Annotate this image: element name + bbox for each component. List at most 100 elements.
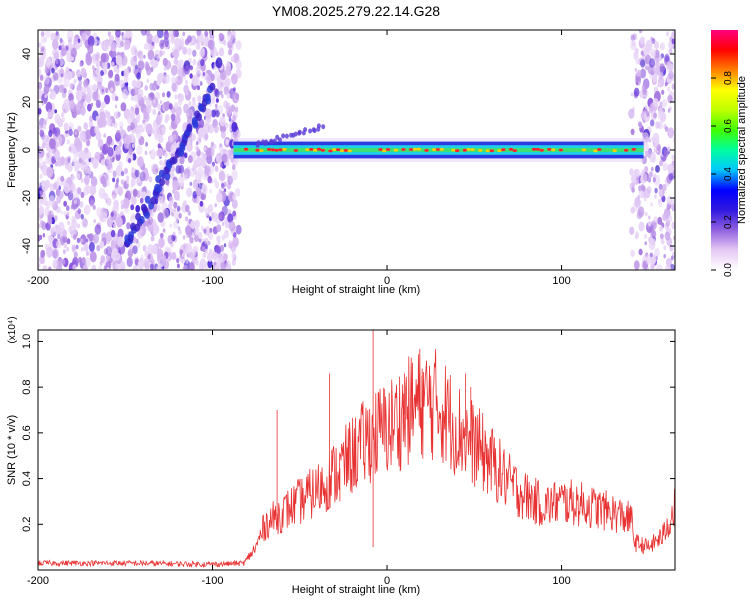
noise-blob (54, 114, 61, 124)
hot-spot (393, 148, 398, 152)
noise-blob (69, 83, 74, 90)
noise-blob (650, 48, 656, 59)
colorbar-ticks: 0.0 0.2 0.4 0.6 0.8 (711, 71, 734, 277)
noise-blob (164, 40, 169, 48)
noise-blob (73, 251, 78, 259)
noise-blob (149, 149, 156, 160)
noise-blob (671, 83, 675, 90)
noise-blob (649, 252, 653, 258)
noise-blob (182, 46, 188, 55)
noise-blob (130, 215, 134, 220)
noise-blob (653, 216, 658, 223)
noise-blob (38, 263, 41, 269)
noise-blob (72, 264, 77, 270)
noise-blob (61, 47, 67, 57)
noise-blob (629, 168, 634, 176)
noise-blob (50, 210, 54, 216)
noise-blob (175, 106, 182, 117)
noise-blob (192, 163, 197, 171)
noise-blob (80, 106, 87, 117)
noise-blob (188, 262, 195, 270)
noise-blob (137, 156, 144, 168)
noise-blob (60, 175, 65, 182)
noise-blob (55, 59, 59, 65)
x-tick-label: 0 (384, 275, 390, 287)
noise-blob (40, 249, 46, 258)
noise-blob (130, 189, 133, 194)
noise-blob (69, 189, 73, 195)
noise-blob (666, 236, 673, 247)
hot-spot (424, 149, 429, 152)
noise-blob (668, 172, 674, 181)
noise-blob (106, 135, 113, 145)
noise-blob (115, 30, 121, 38)
noise-blob (44, 66, 49, 74)
noise-blob (135, 79, 142, 89)
noise-blob (648, 215, 651, 220)
hot-spot (332, 148, 337, 152)
chirp-blob (164, 172, 171, 181)
noise-blob (662, 212, 668, 222)
noise-blob (75, 140, 83, 152)
noise-blob (219, 90, 223, 96)
y-tick-label: 40 (21, 48, 33, 60)
hot-spot (551, 148, 556, 152)
noise-blob (194, 219, 200, 228)
noise-blob (133, 87, 139, 96)
noise-blob (224, 123, 228, 128)
noise-blob (649, 58, 656, 68)
noise-blob (672, 137, 675, 144)
noise-blob (213, 143, 217, 150)
noise-blob (38, 67, 42, 77)
noise-blob (658, 188, 664, 198)
noise-blob (191, 133, 196, 141)
noise-blob (232, 164, 236, 171)
noise-blob (116, 65, 120, 70)
noise-blob (209, 248, 213, 254)
hot-spot (401, 148, 406, 151)
noise-blob (216, 235, 221, 243)
hot-spot (535, 147, 540, 151)
noise-blob (225, 260, 232, 270)
noise-blob (44, 207, 50, 217)
noise-blob (136, 145, 143, 155)
noise-blob (165, 114, 170, 122)
noise-blob (103, 40, 110, 51)
noise-blob (662, 162, 668, 171)
noise-blob (137, 59, 145, 71)
noise-blob (634, 197, 641, 208)
noise-blob (211, 109, 217, 118)
colorbar: 0.0 0.2 0.4 0.6 0.8 Normalized spectral ampl… (711, 30, 748, 277)
hot-spot (320, 148, 325, 152)
noise-blob (186, 187, 193, 198)
noise-blob (177, 226, 181, 231)
noise-blob (192, 180, 199, 190)
noise-blob (155, 91, 161, 100)
noise-blob (101, 101, 106, 108)
noise-blob (196, 146, 200, 152)
noise-blob (105, 260, 112, 270)
hot-spot (336, 148, 341, 152)
hot-spot (547, 148, 552, 151)
noise-blob (43, 119, 47, 126)
bottom-y-multiplier: (x10⁴) (7, 316, 18, 343)
noise-blob (214, 125, 219, 134)
noise-blob (80, 67, 87, 78)
noise-blob (38, 90, 41, 98)
noise-blob (161, 126, 166, 135)
noise-blob (155, 129, 161, 137)
noise-blob (230, 30, 236, 39)
y-tick-label: 20 (21, 96, 33, 108)
noise-blob (58, 45, 62, 51)
noise-blob (83, 122, 88, 130)
noise-blob (161, 254, 167, 263)
noise-blob (640, 172, 648, 184)
noise-blob (106, 217, 114, 228)
noise-blob (184, 65, 190, 75)
noise-blob (194, 234, 199, 243)
noise-blob (173, 190, 180, 201)
noise-blob (234, 188, 241, 197)
noise-blob (87, 103, 92, 112)
noise-blob (644, 166, 649, 173)
